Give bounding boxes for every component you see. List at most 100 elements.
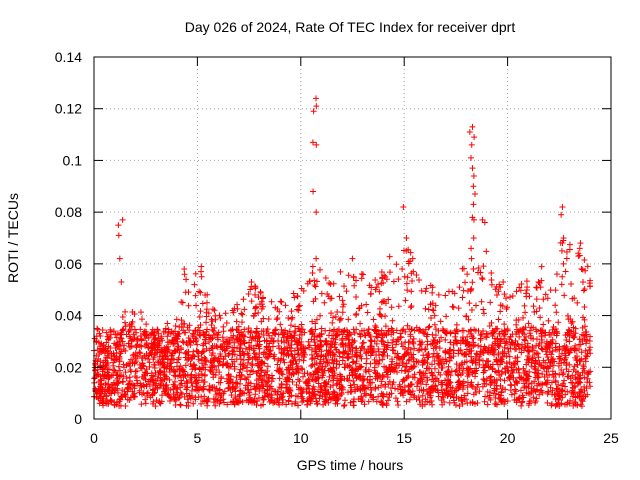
data-point — [343, 288, 350, 295]
data-point — [238, 310, 245, 317]
data-point — [521, 302, 528, 309]
data-point — [309, 139, 316, 146]
data-point — [545, 317, 552, 324]
data-point — [359, 397, 366, 404]
data-point — [503, 339, 510, 346]
data-point — [564, 373, 571, 380]
data-point — [468, 255, 475, 262]
data-point — [404, 274, 411, 281]
data-point — [550, 362, 557, 369]
data-point — [239, 311, 246, 318]
data-point — [530, 394, 537, 401]
data-point — [183, 339, 190, 346]
data-point — [569, 295, 576, 302]
data-point — [368, 343, 375, 350]
data-point — [469, 279, 476, 286]
data-point — [481, 367, 488, 374]
data-point — [258, 379, 265, 386]
data-point — [136, 361, 143, 368]
data-point — [119, 314, 126, 321]
data-point — [467, 365, 474, 372]
data-point — [449, 384, 456, 391]
data-point — [134, 338, 141, 345]
data-point — [293, 366, 300, 373]
data-point — [536, 361, 543, 368]
data-point — [238, 329, 245, 336]
data-point — [144, 389, 151, 396]
data-point — [300, 357, 307, 364]
y-axis-label: ROTI / TECUs — [5, 193, 21, 283]
data-point — [313, 209, 320, 216]
data-point — [118, 372, 125, 379]
data-point — [162, 383, 169, 390]
data-point — [395, 355, 402, 362]
data-point — [581, 316, 588, 323]
data-point — [211, 363, 218, 370]
data-point — [175, 343, 182, 350]
data-point — [536, 391, 543, 398]
data-point — [332, 313, 339, 320]
data-point — [291, 347, 298, 354]
data-point — [138, 355, 145, 362]
data-point — [424, 377, 431, 384]
data-point — [435, 353, 442, 360]
data-point — [211, 355, 218, 362]
data-point — [199, 349, 206, 356]
data-point — [485, 344, 492, 351]
data-point — [313, 278, 320, 285]
data-point — [485, 363, 492, 370]
data-point — [271, 330, 278, 337]
data-point — [220, 399, 227, 406]
data-point — [237, 345, 244, 352]
data-point — [310, 390, 317, 397]
data-point — [195, 394, 202, 401]
data-point — [199, 300, 206, 307]
data-point — [348, 367, 355, 374]
data-point — [484, 331, 491, 338]
data-point — [150, 356, 157, 363]
data-point — [392, 395, 399, 402]
data-point — [502, 398, 509, 405]
data-point — [250, 313, 257, 320]
data-point — [304, 380, 311, 387]
data-point — [306, 278, 313, 285]
data-point — [248, 343, 255, 350]
data-point — [393, 338, 400, 345]
data-point — [220, 328, 227, 335]
data-point — [549, 391, 556, 398]
data-point — [116, 255, 123, 262]
data-point — [185, 399, 192, 406]
data-point — [353, 349, 360, 356]
data-point — [255, 375, 262, 382]
data-point — [107, 334, 114, 341]
data-point — [278, 299, 285, 306]
data-point — [463, 346, 470, 353]
data-point — [111, 367, 118, 374]
data-point — [511, 360, 518, 367]
data-point — [576, 245, 583, 252]
data-point — [580, 314, 587, 321]
data-point — [464, 390, 471, 397]
data-point — [514, 380, 521, 387]
data-point — [100, 341, 107, 348]
data-point — [93, 338, 100, 345]
data-point — [471, 134, 478, 141]
data-point — [480, 306, 487, 313]
data-point — [230, 348, 237, 355]
data-point — [416, 276, 423, 283]
data-point — [528, 385, 535, 392]
data-point — [296, 335, 303, 342]
data-point — [166, 376, 173, 383]
data-point — [376, 288, 383, 295]
data-point — [158, 392, 165, 399]
data-point — [370, 348, 377, 355]
data-point — [554, 386, 561, 393]
data-point — [415, 359, 422, 366]
data-point — [513, 288, 520, 295]
data-point — [586, 346, 593, 353]
data-point — [388, 364, 395, 371]
data-point — [312, 342, 319, 349]
data-point — [403, 235, 410, 241]
data-point — [563, 360, 570, 367]
data-point — [237, 356, 244, 363]
